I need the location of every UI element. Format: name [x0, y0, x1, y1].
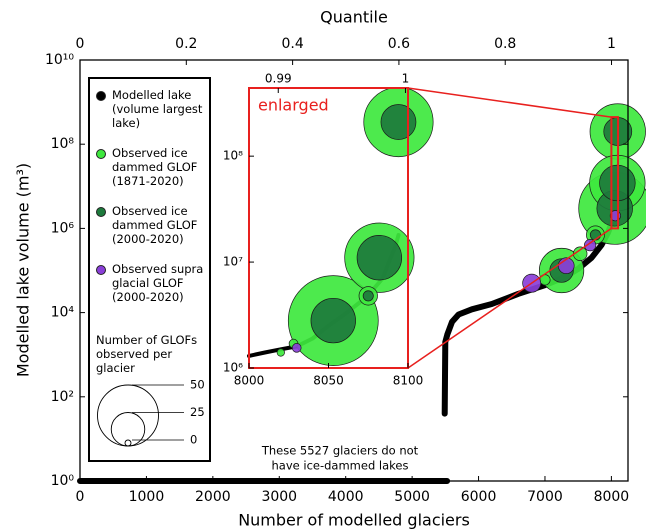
legend-marker: [96, 265, 106, 275]
legend-label: Modelled lake (volume largest lake): [112, 88, 203, 130]
bubble: [356, 235, 403, 281]
legend-box: [88, 77, 211, 462]
y-tick-label: 10⁶: [51, 220, 75, 236]
legend-item: Observed supra glacial GLOF (2000-2020): [96, 262, 206, 304]
connector: [407, 227, 612, 369]
plot-frame: [79, 59, 629, 482]
legend-marker: [96, 91, 106, 101]
x2-tick-label: 0.6: [388, 36, 410, 52]
x2-tick-label: 0.8: [494, 36, 516, 52]
bubble: [310, 297, 356, 344]
annotation: These 5527 glaciers do not: [261, 444, 419, 458]
x-tick-label: 7000: [527, 489, 563, 505]
legend-item: Observed ice dammed GLOF (1871-2020): [96, 146, 206, 188]
x-tick-label: 2000: [195, 489, 231, 505]
size-legend-label: 0: [190, 433, 197, 447]
x-tick-label: 6000: [461, 489, 497, 505]
x-axis-title: Number of modelled glaciers: [238, 511, 470, 530]
y-tick-label: 10¹⁰: [45, 52, 74, 68]
x2-tick-label: 1: [402, 72, 410, 86]
x2-axis-title: Quantile: [320, 8, 388, 27]
bubble: [380, 104, 417, 140]
x2-tick-label: 0.99: [265, 72, 292, 86]
x-tick-label: 8000: [234, 374, 265, 388]
y-tick-label: 10⁷: [223, 255, 243, 269]
x-tick-label: 8100: [393, 374, 424, 388]
size-legend-circle: [124, 439, 132, 447]
x2-tick-label: 0.4: [281, 36, 303, 52]
size-legend-label: 50: [190, 378, 205, 392]
legend-label: Observed supra glacial GLOF (2000-2020): [112, 262, 204, 304]
x2-tick-label: 0.2: [175, 36, 197, 52]
y-tick-label: 10⁴: [51, 305, 75, 321]
legend-item: Observed ice dammed GLOF (2000-2020): [96, 204, 206, 246]
legend-label: Observed ice dammed GLOF (2000-2020): [112, 204, 198, 246]
bubble: [362, 290, 374, 302]
annotation: have ice-dammed lakes: [272, 459, 409, 473]
y-tick-label: 10⁸: [223, 149, 243, 163]
y-tick-label: 10⁶: [223, 361, 243, 375]
legend-item: Modelled lake (volume largest lake): [96, 88, 206, 130]
x2-tick-label: 0: [76, 36, 85, 52]
y-axis-title: Modelled lake volume (m³): [14, 163, 33, 377]
x-tick-label: 8000: [594, 489, 630, 505]
x2-tick-label: 1: [607, 36, 616, 52]
legend-marker: [96, 149, 106, 159]
connector: [407, 87, 612, 118]
bubble: [291, 343, 302, 353]
x-tick-label: 8050: [313, 374, 344, 388]
bubble: [584, 239, 597, 252]
x-tick-label: 0: [76, 489, 85, 505]
size-legend-title: Number of GLOFs observed per glacier: [96, 333, 198, 375]
x-tick-label: 5000: [394, 489, 430, 505]
size-legend-label: 25: [190, 405, 205, 419]
x-tick-label: 1000: [129, 489, 165, 505]
x-tick-label: 3000: [261, 489, 297, 505]
y-tick-label: 10⁰: [51, 473, 75, 489]
legend-marker: [96, 207, 106, 217]
bubble: [276, 348, 285, 357]
x-tick-label: 4000: [328, 489, 364, 505]
y-tick-label: 10⁸: [51, 136, 75, 152]
enlarged-region: [610, 116, 620, 230]
y-tick-label: 10²: [51, 389, 74, 405]
inset-title: enlarged: [258, 96, 329, 115]
legend-label: Observed ice dammed GLOF (1871-2020): [112, 146, 198, 188]
